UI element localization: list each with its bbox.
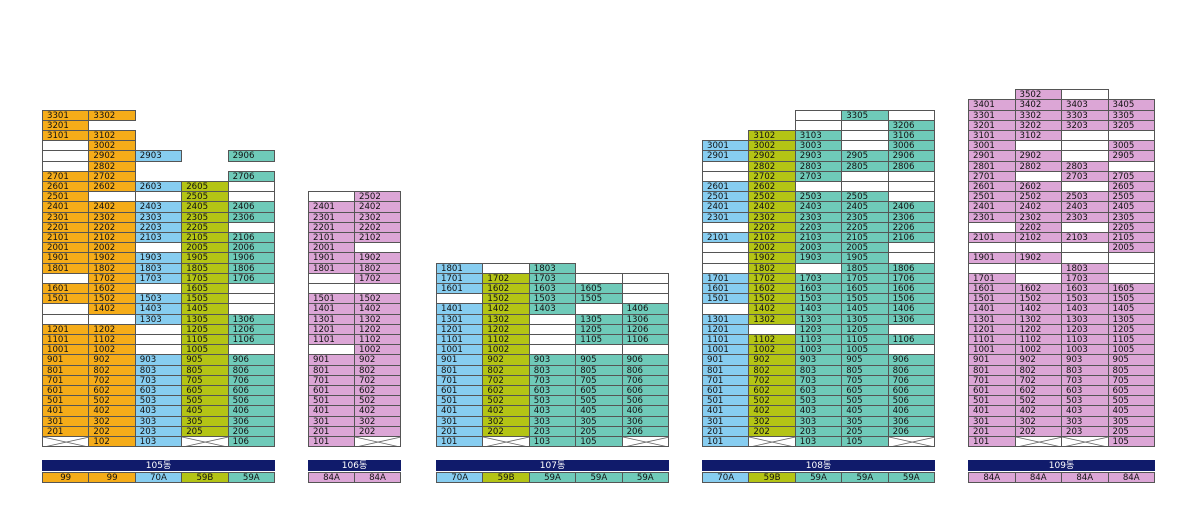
unit-type-cell: 84A bbox=[1107, 471, 1155, 483]
unit-type-cell: 59B bbox=[181, 471, 229, 483]
unit-cell-crossed bbox=[621, 436, 669, 448]
unit-type-cell: 70A bbox=[436, 471, 484, 483]
cross-mark-icon bbox=[1015, 437, 1062, 447]
unit-type-cell: 84A bbox=[1061, 471, 1109, 483]
unit-type-cell: 59A bbox=[841, 471, 889, 483]
unit-type-cell: 59A bbox=[794, 471, 843, 483]
unit-cell: 105 bbox=[575, 436, 623, 448]
unit-type-cell: 70A bbox=[702, 471, 750, 483]
unit-cell-crossed bbox=[887, 436, 935, 448]
unit-cell: 2906 bbox=[227, 150, 275, 162]
cross-mark-icon bbox=[355, 437, 400, 447]
unit-cell: 103 bbox=[528, 436, 577, 448]
unit-type-cell: 70A bbox=[134, 471, 183, 483]
unit-type-cell: 59A bbox=[227, 471, 275, 483]
unit-cell: 101 bbox=[436, 436, 484, 448]
unit-type-cell: 84A bbox=[354, 471, 401, 483]
unit-cell: 105 bbox=[841, 436, 889, 448]
unit-cell: 101 bbox=[308, 436, 355, 448]
unit-type-cell: 59A bbox=[621, 471, 669, 483]
unit-cell-crossed bbox=[748, 436, 796, 448]
building-name-banner: 105동 bbox=[42, 460, 275, 471]
unit-type-cell: 59A bbox=[575, 471, 623, 483]
cross-mark-icon bbox=[43, 437, 89, 447]
unit-cell-crossed bbox=[482, 436, 530, 448]
unit-cell: 102 bbox=[88, 436, 136, 448]
unit-cell: 3302 bbox=[88, 109, 136, 121]
unit-type-cell: 59B bbox=[748, 471, 796, 483]
unit-cell-crossed bbox=[42, 436, 90, 448]
unit-cell: 103 bbox=[134, 436, 183, 448]
cross-mark-icon bbox=[622, 437, 668, 447]
cross-mark-icon bbox=[1062, 437, 1108, 447]
unit-cell: 106 bbox=[227, 436, 275, 448]
unit-type-cell: 99 bbox=[88, 471, 136, 483]
unit-type-cell: 84A bbox=[968, 471, 1016, 483]
unit-type-cell: 59B bbox=[482, 471, 530, 483]
unit-cell: 2903 bbox=[134, 150, 183, 162]
unit-cell: 105 bbox=[1107, 436, 1155, 448]
unit-type-cell: 84A bbox=[308, 471, 355, 483]
unit-type-cell: 59A bbox=[887, 471, 935, 483]
unit-cell: 101 bbox=[968, 436, 1016, 448]
unit-cell: 101 bbox=[702, 436, 750, 448]
unit-type-cell: 84A bbox=[1014, 471, 1062, 483]
cross-mark-icon bbox=[888, 437, 934, 447]
cross-mark-icon bbox=[483, 437, 529, 447]
building-name-banner: 109동 bbox=[968, 460, 1155, 471]
unit-cell-crossed bbox=[1061, 436, 1109, 448]
building-name-banner: 107동 bbox=[436, 460, 669, 471]
unit-type-cell: 99 bbox=[42, 471, 90, 483]
unit-cell: 103 bbox=[794, 436, 843, 448]
unit-cell-crossed bbox=[1014, 436, 1062, 448]
cross-mark-icon bbox=[182, 437, 228, 447]
building-name-banner: 108동 bbox=[702, 460, 935, 471]
unit-cell-crossed bbox=[354, 436, 401, 448]
unit-type-cell: 59A bbox=[528, 471, 577, 483]
building-name-banner: 106동 bbox=[308, 460, 401, 471]
cross-mark-icon bbox=[749, 437, 795, 447]
unit-cell-crossed bbox=[181, 436, 229, 448]
